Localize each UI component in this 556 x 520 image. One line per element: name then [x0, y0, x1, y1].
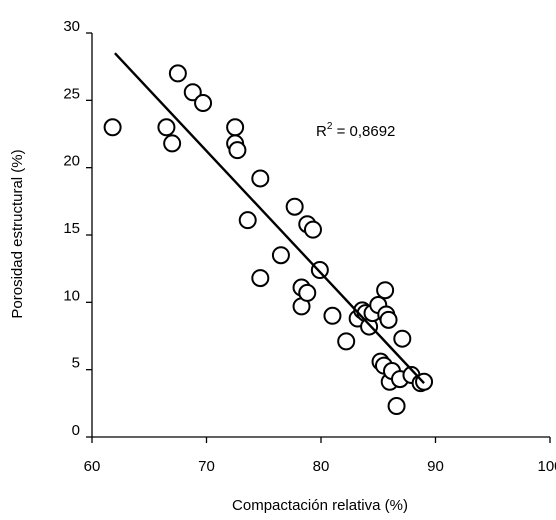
x-ticks: 60 70 80 90 100 [84, 437, 556, 475]
x-tick-label: 100 [537, 458, 556, 475]
y-tick-label: 15 [63, 220, 80, 237]
y-tick-label: 5 [72, 355, 80, 372]
y-tick-label: 20 [63, 153, 80, 170]
data-point [228, 141, 247, 160]
y-tick-label: 25 [63, 85, 80, 102]
r-squared-prefix: R [316, 123, 327, 140]
trend-line [114, 52, 425, 384]
data-point [168, 64, 187, 83]
data-point [103, 118, 122, 137]
data-points [103, 64, 434, 416]
data-point [337, 332, 356, 351]
data-point [194, 94, 213, 113]
x-tick-label: 70 [198, 458, 215, 475]
data-point [285, 197, 304, 216]
y-tick-label: 10 [63, 287, 80, 304]
x-tick-label: 60 [84, 458, 101, 475]
data-point [393, 329, 412, 348]
data-point [323, 306, 342, 325]
axes [91, 33, 550, 438]
y-axis-title: Porosidad estructural (%) [9, 149, 26, 318]
y-tick-label: 30 [63, 18, 80, 35]
data-point [303, 220, 322, 239]
x-tick-label: 90 [427, 458, 444, 475]
y-ticks: 0 5 10 15 20 25 30 [63, 18, 92, 439]
r-squared-annotation: R2 = 0,8692 [316, 121, 395, 140]
data-point [226, 118, 245, 137]
data-point [271, 246, 290, 265]
x-tick-label: 80 [313, 458, 330, 475]
data-point [376, 281, 395, 300]
data-point [387, 397, 406, 416]
data-point [379, 310, 398, 329]
data-point [251, 169, 270, 188]
data-point [251, 269, 270, 288]
x-axis-title: Compactación relativa (%) [232, 497, 408, 514]
r-squared-value: = 0,8692 [332, 123, 395, 140]
r-squared-sup: 2 [327, 121, 333, 132]
data-point [157, 118, 176, 137]
data-point [183, 83, 202, 102]
data-point [163, 134, 182, 153]
y-tick-label: 0 [72, 422, 80, 439]
data-point [298, 283, 317, 302]
data-point [238, 211, 257, 230]
